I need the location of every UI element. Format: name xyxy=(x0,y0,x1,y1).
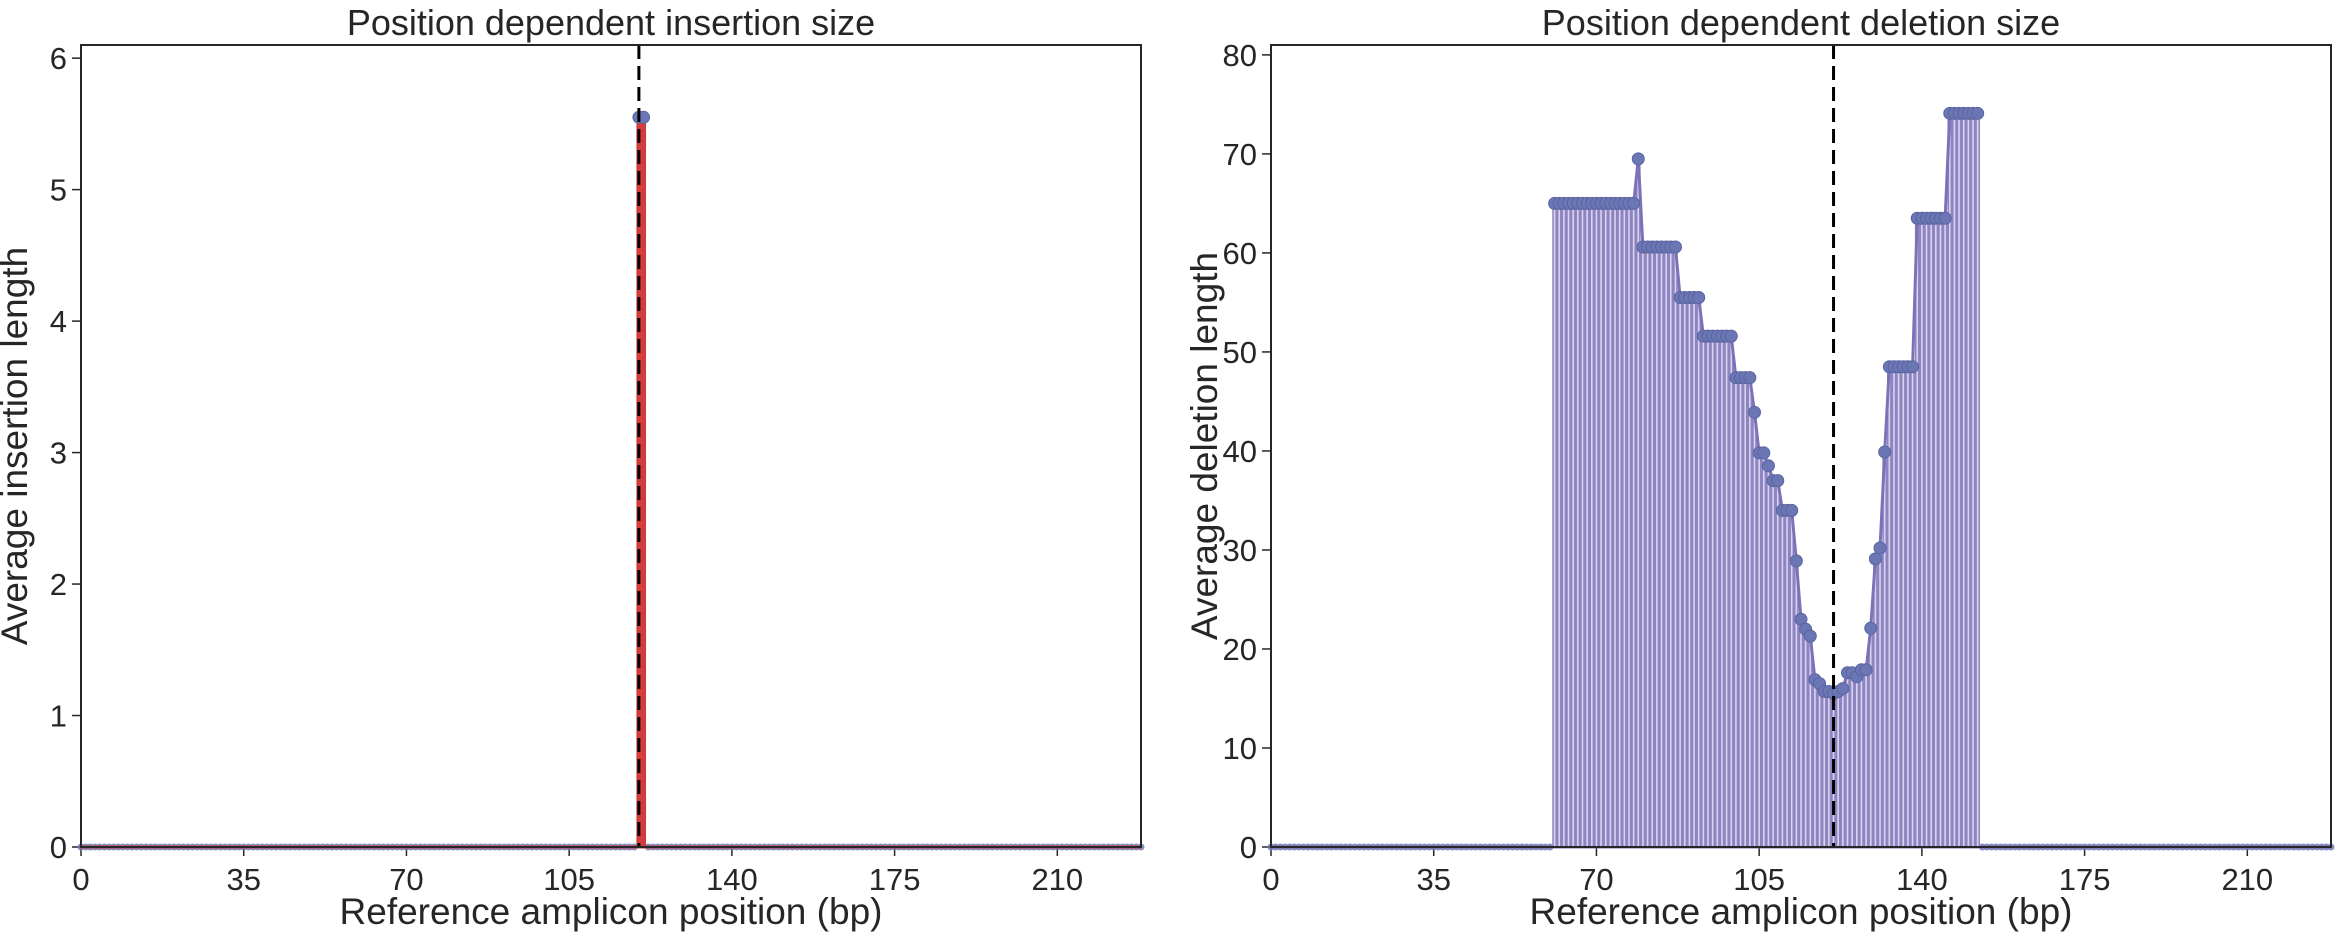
data-point xyxy=(1771,474,1785,488)
data-point xyxy=(1785,503,1799,517)
x-tick-label: 35 xyxy=(1416,862,1450,897)
data-point xyxy=(1743,371,1757,385)
data-point xyxy=(1868,552,1882,566)
data-point xyxy=(1938,211,1952,225)
x-tick-label: 175 xyxy=(2059,862,2111,897)
y-tick-label: 40 xyxy=(1223,434,1257,469)
x-tick-label: 0 xyxy=(1262,862,1279,897)
x-tick-label: 210 xyxy=(2221,862,2273,897)
y-tick-label: 30 xyxy=(1223,533,1257,568)
x-axis-label: Reference amplicon position (bp) xyxy=(340,891,883,932)
y-tick-label: 80 xyxy=(1223,38,1257,73)
y-tick-label: 4 xyxy=(50,304,67,339)
y-tick-label: 2 xyxy=(50,567,67,602)
data-point xyxy=(1692,290,1706,304)
x-tick-label: 175 xyxy=(869,862,921,897)
x-tick-label: 0 xyxy=(72,862,89,897)
x-tick-label: 140 xyxy=(1896,862,1948,897)
data-point xyxy=(1631,152,1645,166)
y-tick-label: 10 xyxy=(1223,731,1257,766)
x-tick-label: 105 xyxy=(543,862,595,897)
y-tick-label: 20 xyxy=(1223,632,1257,667)
y-tick-label: 1 xyxy=(50,699,67,734)
x-tick-label: 140 xyxy=(706,862,758,897)
insertion-chart-svg: Position dependent insertion size Referen… xyxy=(0,2,1145,932)
deletion-size-chart: Position dependent deletion size Referenc… xyxy=(1170,0,2340,940)
data-point xyxy=(1878,445,1892,459)
data-point xyxy=(1724,329,1738,343)
chart-title: Position dependent deletion size xyxy=(1542,2,2060,43)
insertion-size-chart: Position dependent insertion size Referen… xyxy=(0,2,1145,932)
data-point xyxy=(1859,663,1873,677)
data-point xyxy=(1748,405,1762,419)
data-point xyxy=(1873,541,1887,555)
data-point xyxy=(1757,446,1771,460)
data-point xyxy=(1668,240,1682,254)
data-point xyxy=(1971,106,1985,120)
data-point xyxy=(1789,554,1803,568)
y-tick-label: 70 xyxy=(1223,137,1257,172)
data-point xyxy=(1761,459,1775,473)
y-tick-label: 6 xyxy=(50,41,67,76)
x-axis-label: Reference amplicon position (bp) xyxy=(1530,891,2073,932)
data-point xyxy=(1864,621,1878,635)
plot-frame xyxy=(80,44,1142,848)
x-tick-label: 210 xyxy=(1031,862,1083,897)
x-tick-label: 35 xyxy=(226,862,260,897)
y-tick-label: 0 xyxy=(50,830,67,865)
y-tick-label: 0 xyxy=(1240,830,1257,865)
y-tick-label: 3 xyxy=(50,436,67,471)
data-point xyxy=(1906,360,1920,374)
y-axis-label: Average deletion length xyxy=(1184,252,1225,640)
y-axis-label: Average insertion length xyxy=(0,247,35,645)
data-point xyxy=(1803,629,1817,643)
deletion-chart-svg: Position dependent deletion size Referenc… xyxy=(1184,2,2335,932)
data-point xyxy=(1627,196,1641,210)
x-tick-label: 70 xyxy=(1579,862,1613,897)
y-tick-label: 5 xyxy=(50,173,67,208)
chart-title: Position dependent insertion size xyxy=(347,2,875,43)
x-tick-label: 105 xyxy=(1733,862,1785,897)
y-tick-label: 50 xyxy=(1223,335,1257,370)
deletion-area xyxy=(1552,113,1980,847)
y-tick-label: 60 xyxy=(1223,236,1257,271)
x-tick-label: 70 xyxy=(389,862,423,897)
plot-frame xyxy=(1270,44,2332,848)
data-point xyxy=(1836,682,1850,696)
